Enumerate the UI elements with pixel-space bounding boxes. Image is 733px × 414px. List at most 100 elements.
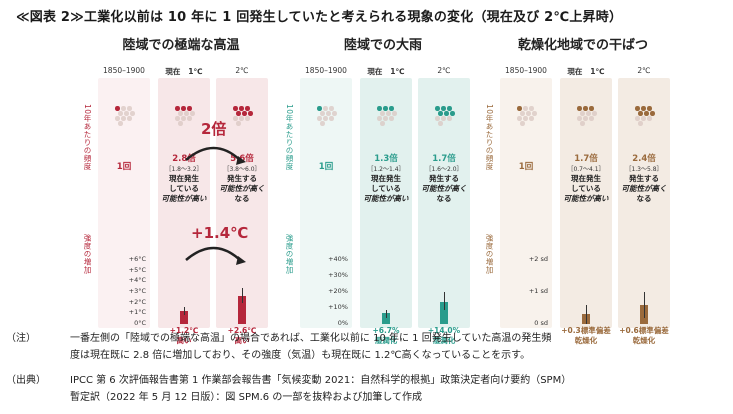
event-dot <box>187 106 192 111</box>
axis-tick-label: +1 sd <box>528 287 548 295</box>
event-dot <box>450 111 455 116</box>
axis-tick-label: +20% <box>328 287 348 295</box>
likelihood-line: 可能性が高い <box>161 194 207 203</box>
event-dot <box>641 116 646 121</box>
event-dot <box>435 106 440 111</box>
note-label: （注） <box>6 333 36 344</box>
intensity-axis-label: 強度の増加 <box>285 234 294 274</box>
event-dot <box>233 106 238 111</box>
event-dot <box>389 116 394 121</box>
frequency-arrow <box>185 146 246 165</box>
event-dots <box>435 106 457 126</box>
likelihood-line: している <box>169 184 199 193</box>
frequency-range: ［3.8～6.0］ <box>223 166 261 173</box>
frequency-range: ［1.3～5.8］ <box>625 166 663 173</box>
event-dot <box>175 106 180 111</box>
event-dot <box>239 116 244 121</box>
axis-tick-label: +4°C <box>128 276 146 285</box>
intensity-number: +2.6℃ <box>227 326 257 335</box>
frequency-range: ［1.8～3.2］ <box>165 166 203 173</box>
error-bar <box>443 292 445 310</box>
intensity-bar <box>382 313 390 324</box>
event-dots <box>175 106 197 126</box>
error-bar <box>643 292 645 318</box>
error-bar <box>585 304 587 324</box>
event-dot <box>248 111 253 116</box>
event-dot <box>523 116 528 121</box>
event-dot <box>529 106 534 111</box>
event-dot <box>638 111 643 116</box>
likelihood-line: 可能性が高く <box>421 184 467 193</box>
intensity-number: +14.0% <box>427 326 461 335</box>
axis-tick-label: +6°C <box>128 255 146 263</box>
event-dot <box>115 116 120 121</box>
note-line-2: 度は現在既に 2.8 倍に増加しており、その強度（気温）も現在既に 1.2℃高く… <box>70 350 531 361</box>
event-dot <box>329 116 334 121</box>
event-dot <box>532 111 537 116</box>
panel-heavy-rain: 陸域での大雨 1850–1900 現在 1℃ 2℃ 10年あたりの頻度 強度の増加 1回 1… <box>285 34 476 345</box>
event-dot <box>435 116 440 121</box>
event-dot <box>583 116 588 121</box>
intensity-bar <box>238 296 246 324</box>
event-dot <box>130 111 135 116</box>
panel-extreme-heat: 陸域での極端な高温 1850–1900 現在 1℃ 2℃ 10年あたりの頻度 強度の増加… <box>83 34 274 345</box>
axis-tick-label: +2°C <box>128 297 146 306</box>
event-dot <box>317 116 322 121</box>
intensity-axis-label: 強度の増加 <box>485 234 494 274</box>
error-bar <box>241 287 243 303</box>
event-dot <box>380 121 385 126</box>
error-bar <box>385 309 387 318</box>
event-dot <box>323 106 328 111</box>
panel-title: 陸域での極端な高温 <box>122 38 240 53</box>
col-head-now-label: 現在 <box>165 67 181 76</box>
event-dot <box>233 116 238 121</box>
col-head-now: 現在 1℃ <box>158 66 210 77</box>
axis-tick-label: +5°C <box>128 265 146 274</box>
likelihood-line: 可能性が高く <box>621 184 667 193</box>
frequency-value: 1.3倍 <box>374 154 398 164</box>
event-dot <box>635 116 640 121</box>
event-dot <box>647 106 652 111</box>
event-dot <box>520 111 525 116</box>
event-dot <box>589 116 594 121</box>
axis-tick-label: 0 sd <box>534 319 548 327</box>
source-line-2: 暫定訳（2022 年 5 月 12 日版）：図 SPM.6 の一部を抜粋および加… <box>70 392 423 403</box>
event-dot <box>517 116 522 121</box>
event-dot <box>444 111 449 116</box>
event-dot <box>647 116 652 121</box>
event-dot <box>438 111 443 116</box>
event-dot <box>517 106 522 111</box>
event-dot <box>580 121 585 126</box>
frequency-axis-label: 10年あたりの頻度 <box>285 104 294 171</box>
axis-tick-label: +1°C <box>128 308 146 317</box>
event-dot <box>245 116 250 121</box>
likelihood-line: 現在発生 <box>169 174 199 183</box>
likelihood-line: 発生する <box>629 174 659 183</box>
event-dot <box>577 116 582 121</box>
col-head-two: 2℃ <box>235 66 249 75</box>
likelihood-text: 発生する 可能性が高く なる <box>614 174 674 204</box>
frequency-value: 2.8倍 <box>172 154 196 164</box>
event-dot <box>175 116 180 121</box>
event-dot <box>245 106 250 111</box>
event-dot <box>181 116 186 121</box>
event-dot <box>592 111 597 116</box>
likelihood-line: している <box>371 184 401 193</box>
intensity-text: 湿潤化 <box>374 336 398 345</box>
event-dot <box>118 111 123 116</box>
intensity-text: 乾燥化 <box>632 336 656 345</box>
event-dots <box>517 106 539 126</box>
frequency-value: 1回 <box>518 162 534 172</box>
event-dot <box>190 111 195 116</box>
col-head-now-label: 現在 <box>567 67 583 76</box>
likelihood-text: 現在発生 している 可能性が高い <box>356 174 416 204</box>
event-dot <box>380 111 385 116</box>
event-dot <box>181 106 186 111</box>
event-dots <box>577 106 599 126</box>
event-dot <box>583 106 588 111</box>
event-dot <box>242 111 247 116</box>
event-dot <box>438 121 443 126</box>
event-dots <box>317 106 339 126</box>
likelihood-line: 可能性が高く <box>219 184 265 193</box>
likelihood-line: なる <box>234 194 250 203</box>
